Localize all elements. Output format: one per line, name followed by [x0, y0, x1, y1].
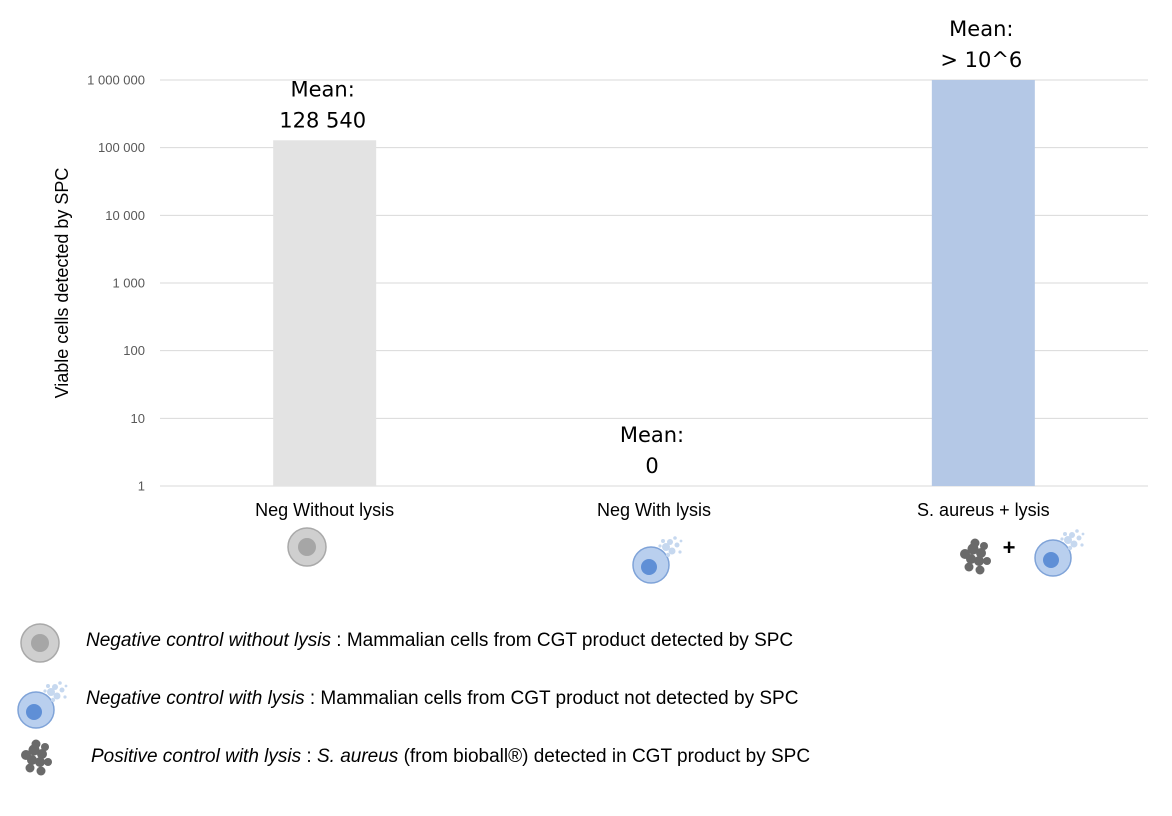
data-label-title: Mean:: [949, 17, 1013, 41]
bar: [273, 140, 377, 487]
bacteria-cluster-icon: [21, 739, 52, 776]
bars: [273, 80, 1035, 487]
legend-text: Positive control with lysis : S. aureus …: [91, 746, 810, 768]
data-label-value: 0: [645, 454, 658, 478]
legend-item-positive-with-lysis: Positive control with lysis : S. aureus …: [16, 734, 1116, 792]
mean-annotations: Mean: 128 540 Mean: 0 Mean: > 10^6: [279, 17, 1022, 478]
data-label-value: 128 540: [279, 108, 366, 132]
bar-chart: 1 10 100 1 000 10 000 100 000 1 000 000 Neg Wi…: [52, 17, 1148, 584]
legend: Negative control without lysis : Mammali…: [16, 618, 1116, 792]
y-tick-label: 1 000: [112, 276, 145, 291]
legend-description: (from bioball®) detected in CGT product …: [398, 746, 811, 767]
legend-description: : Mammalian cells from CGT product not d…: [304, 688, 799, 709]
mammalian-cell-icon: [287, 527, 327, 567]
lysed-cell-icon: [17, 680, 69, 729]
x-category-label: S. aureus + lysis: [917, 500, 1050, 520]
y-tick-labels: 1 10 100 1 000 10 000 100 000 1 000 000: [87, 73, 145, 494]
data-label-value: > 10^6: [940, 48, 1022, 72]
y-tick-label: 10 000: [105, 208, 145, 223]
legend-italic: Negative control with lysis: [86, 688, 305, 709]
legend-italic: Negative control without lysis: [86, 630, 331, 651]
lysed-cell-icon: [632, 535, 684, 584]
legend-text: Negative control without lysis : Mammali…: [86, 630, 793, 652]
y-axis-label: Viable cells detected by SPC: [52, 168, 72, 399]
y-tick-label: 100: [123, 343, 145, 358]
bar: [931, 80, 1035, 486]
legend-description: : Mammalian cells from CGT product detec…: [331, 630, 794, 651]
plus-sign: +: [1003, 535, 1016, 560]
legend-separator: :: [301, 746, 317, 767]
x-category-label: Neg With lysis: [597, 500, 711, 520]
legend-item-negative-without-lysis: Negative control without lysis : Mammali…: [16, 618, 1116, 676]
legend-species: S. aureus: [316, 746, 399, 767]
mammalian-cell-icon: [20, 623, 60, 663]
data-label-title: Mean:: [620, 423, 684, 447]
y-tick-label: 10: [131, 411, 145, 426]
legend-text: Negative control with lysis : Mammalian …: [86, 688, 798, 710]
data-label-title: Mean:: [291, 77, 355, 101]
bacteria-cluster-icon: [960, 538, 991, 575]
y-tick-label: 1: [138, 479, 145, 494]
x-category-label: Neg Without lysis: [255, 500, 394, 520]
y-tick-label: 1 000 000: [87, 73, 145, 88]
legend-italic: Positive control with lysis: [91, 746, 302, 767]
lysed-cell-icon: [1034, 528, 1086, 577]
y-tick-label: 100 000: [98, 140, 145, 155]
x-category-labels: Neg Without lysis Neg With lysis S. aureus…: [255, 500, 1049, 520]
legend-item-negative-with-lysis: Negative control with lysis : Mammalian …: [16, 676, 1116, 734]
